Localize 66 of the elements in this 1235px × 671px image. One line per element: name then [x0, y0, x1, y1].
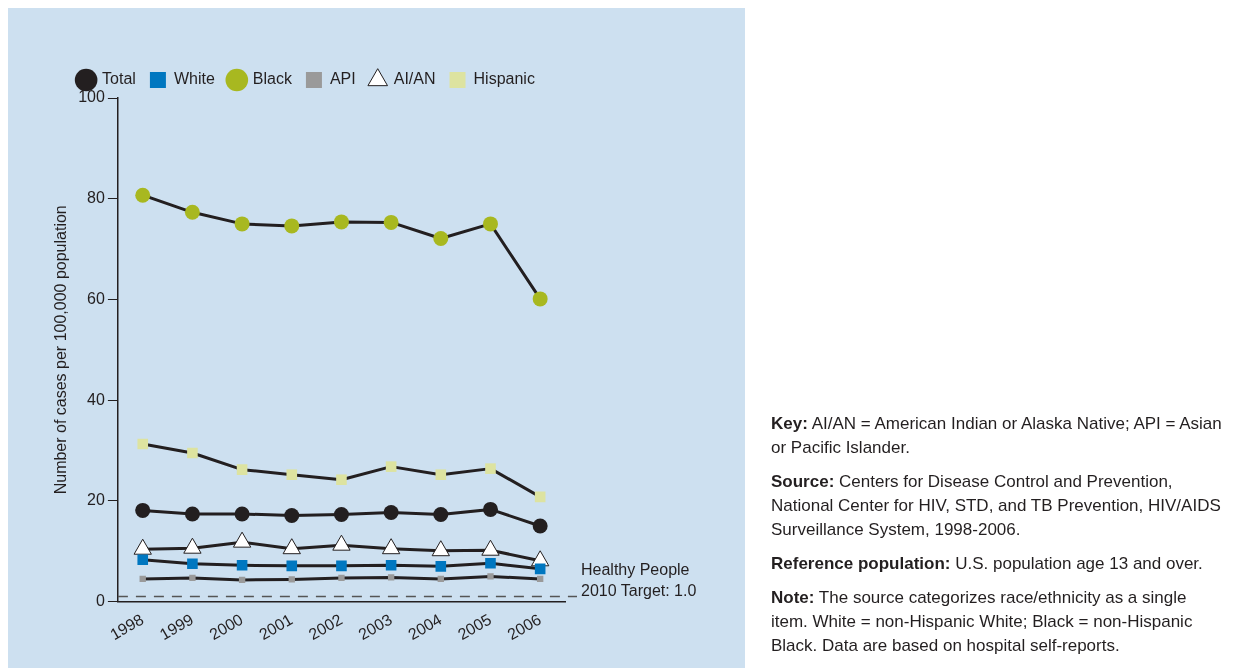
point [435, 561, 447, 572]
point [135, 187, 151, 203]
x-tick-label: 2004 [405, 610, 445, 644]
point [482, 216, 498, 232]
point [187, 558, 198, 570]
point [383, 504, 399, 520]
point [184, 204, 200, 220]
x-tick-label: 2000 [206, 610, 246, 644]
point [485, 558, 496, 569]
point [385, 560, 397, 571]
point [487, 573, 494, 580]
point [187, 447, 198, 459]
x-tick-label: 1998 [107, 610, 147, 644]
legend-label: Total [102, 70, 136, 88]
point [433, 231, 449, 246]
x-tick-label: 2005 [454, 610, 495, 644]
point [433, 506, 449, 522]
point [383, 214, 399, 230]
point [435, 469, 447, 480]
legend-label: Hispanic [473, 70, 535, 88]
y-tick-label: 40 [87, 390, 105, 408]
point [286, 469, 298, 480]
point [385, 461, 397, 472]
point [532, 518, 548, 534]
point [137, 554, 149, 566]
x-tick-label: 1999 [156, 610, 197, 644]
x-tick-label: 2001 [256, 610, 296, 644]
y-tick-label: 0 [95, 591, 105, 609]
legend-label: White [173, 70, 215, 88]
ref-line-label: Healthy People 2010 Target: 1.0 [581, 560, 697, 599]
point [135, 502, 151, 518]
point [234, 216, 250, 232]
x-tick-label: 2003 [355, 610, 395, 644]
y-tick-label: 100 [78, 88, 105, 106]
point [189, 574, 196, 582]
point [137, 438, 149, 450]
point [336, 474, 347, 486]
text: Note: The source categorizes race/ethnicity as a single item. White = non-Hispanic White; Black = non-Hispanic Black. Data are based on hospital self-reports. [771, 588, 1193, 655]
text: Reference population: U.S. population age 13 and over. [771, 554, 1203, 573]
point [333, 506, 349, 522]
point [284, 507, 300, 523]
point [485, 463, 496, 474]
point [236, 560, 248, 571]
text: Key: AI/AN = American Indian or Alaska Native; API = Asian or Pacific Islander. [771, 414, 1222, 457]
point [387, 574, 395, 581]
point [532, 291, 548, 307]
point [333, 214, 349, 230]
point [338, 574, 345, 582]
point [286, 560, 298, 572]
point [184, 506, 200, 522]
x-tick-label: 2002 [305, 610, 346, 644]
point [284, 218, 300, 234]
legend-label: API [329, 70, 356, 88]
legend-label: Black [252, 70, 293, 88]
point [234, 506, 250, 522]
legend-label: AI/AN [393, 70, 436, 88]
point [288, 576, 295, 583]
y-axis-title: Number of cases per 100,000 population [52, 205, 70, 495]
y-tick-label: 60 [87, 289, 105, 307]
point [336, 560, 347, 572]
y-tick-label: 80 [87, 189, 105, 207]
point [236, 464, 248, 475]
point [482, 501, 498, 517]
y-tick-label: 20 [87, 491, 105, 509]
x-tick-label: 2006 [504, 610, 544, 644]
source-note: Source: Centers for Disease Control and Prevention, National Center for HIV, STD, and TB Prevention, HIV/AIDS Surveillance System, 1998-2006. [771, 472, 1221, 539]
